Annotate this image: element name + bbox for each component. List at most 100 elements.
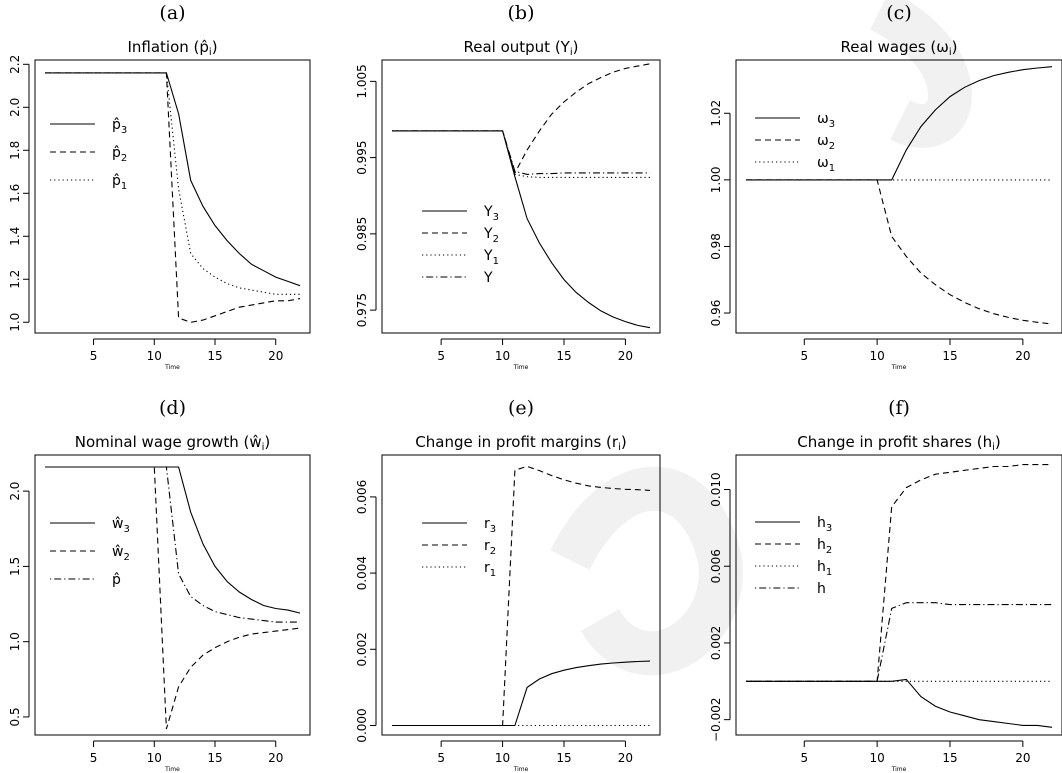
legend-entry: p̂1: [112, 173, 127, 192]
chart-panel-3: (c) Real wages (ωi) 5 10 15 20 Time 0.96 0.98 1.0…: [709, 2, 1062, 371]
panel-title: Inflation (p̂i): [127, 38, 217, 58]
legend-entry-name: h: [817, 537, 826, 553]
y-tick-label: 1.0: [8, 632, 22, 651]
legend-entry: p̂3: [112, 117, 127, 136]
series-line-1: [392, 130, 651, 329]
series-line-2: [45, 72, 301, 323]
legend-entry: ŵ3: [112, 516, 130, 535]
legend-entry-name: p̂: [112, 117, 121, 133]
panel-title: Nominal wage growth (ŵi): [75, 433, 271, 453]
y-tick-label: 1.8: [8, 141, 22, 160]
x-axis-label: Time: [513, 364, 529, 371]
x-axis-label: Time: [164, 766, 180, 773]
x-axis-label: Time: [513, 766, 529, 773]
panel-title: Change in profit shares (hi): [797, 433, 1000, 453]
y-tick-label: 0.002: [355, 632, 369, 666]
title-close-paren: ): [264, 433, 270, 451]
legend-entry: r1: [484, 560, 496, 579]
y-tick-label: 0.000: [355, 708, 369, 742]
panel-letter: (b): [508, 2, 535, 24]
x-tick-label: 20: [618, 349, 633, 363]
chart-panel-5: (e) Change in profit margins (ri) 5 10 15 20 T…: [355, 397, 661, 773]
legend-entry-name: Y: [483, 204, 493, 220]
y-tick-label: 0.98: [709, 233, 723, 260]
x-axis-label: Time: [891, 766, 907, 773]
x-tick-label: 15: [207, 349, 222, 363]
legend-entry-name: p̂: [112, 173, 121, 189]
legend-entry-subscript: 2: [490, 546, 496, 557]
y-tick-label: 0.010: [709, 472, 723, 506]
panel-letter: (c): [886, 2, 911, 24]
title-text: Nominal wage growth (ŵ: [75, 433, 262, 451]
y-tick-label: 0.96: [709, 300, 723, 327]
legend-entry: h3: [817, 515, 832, 534]
x-tick-label: 15: [942, 751, 957, 765]
legend-entry: Y3: [483, 204, 499, 223]
legend-entry: Y: [483, 270, 493, 286]
legend-entry: ω2: [817, 133, 835, 152]
x-tick-label: 5: [90, 751, 98, 765]
series-line-2: [45, 466, 301, 730]
x-tick-label: 10: [495, 751, 510, 765]
x-tick-label: 5: [437, 751, 445, 765]
plot-frame: [381, 454, 661, 736]
legend-entry-name: p̂: [112, 145, 121, 161]
panel-letter: (f): [888, 397, 910, 419]
legend: p̂3p̂2p̂1: [50, 117, 127, 192]
y-tick-label: 1.02: [709, 100, 723, 127]
series-line-2: [392, 63, 651, 175]
legend-entry-subscript: 2: [121, 153, 127, 164]
title-close-paren: ): [995, 433, 1001, 451]
x-tick-label: 5: [800, 751, 808, 765]
legend-entry-name: ω: [817, 133, 829, 149]
x-tick-label: 10: [147, 751, 162, 765]
legend-entry-name: Y: [483, 248, 493, 264]
legend-entry-name: Y: [483, 270, 493, 286]
title-text: Change in profit shares (h: [797, 433, 992, 451]
x-tick-label: 5: [800, 349, 808, 363]
legend-entry: ω1: [817, 155, 835, 174]
x-tick-label: 15: [207, 751, 222, 765]
legend-entry-subscript: 1: [490, 568, 496, 579]
series-line-1: [45, 72, 301, 287]
legend-entry-name: r: [484, 516, 490, 532]
y-tick-label: 1.005: [355, 64, 369, 98]
x-tick-label: 20: [1015, 349, 1030, 363]
legend-entry-name: h: [817, 581, 826, 597]
legend-entry-subscript: 3: [121, 125, 127, 136]
title-text: Inflation (p̂: [127, 38, 208, 56]
chart-panel-6: (f) Change in profit shares (hi) 5 10 15 20 Ti…: [709, 397, 1062, 773]
y-tick-label: 2.0: [8, 98, 22, 117]
x-tick-label: 20: [268, 349, 283, 363]
legend-entry-subscript: 3: [493, 212, 499, 223]
chart-panel-1: (a) Inflation (p̂i) 5 10 15 20 Time 1.0 1.2 1.4 1.…: [8, 2, 311, 371]
legend-entry-name: ω: [817, 155, 829, 171]
legend-entry-subscript: 1: [829, 163, 835, 174]
legend-entry-subscript: 3: [123, 524, 129, 535]
x-tick-label: 20: [268, 751, 283, 765]
title-text: Change in profit margins (r: [415, 433, 619, 451]
y-tick-label: 0.006: [709, 549, 723, 583]
title-close-paren: ): [212, 38, 218, 56]
title-subscript: i: [570, 47, 573, 58]
series-line-4: [746, 602, 1052, 682]
series-line-3: [392, 130, 650, 178]
plot-frame: [735, 454, 1062, 736]
series-line-1: [746, 678, 1053, 728]
y-tick-label: 0.975: [355, 293, 369, 327]
legend-entry-name: ŵ: [112, 544, 123, 560]
x-tick-label: 10: [495, 349, 510, 363]
x-tick-label: 5: [90, 349, 98, 363]
y-tick-label: 1.00: [709, 166, 723, 193]
legend-entry: r3: [484, 516, 496, 535]
legend-entry-name: r: [484, 560, 490, 576]
title-text: Real output (Y: [463, 38, 570, 56]
watermark-stroke: [550, 0, 972, 676]
legend-entry-name: h: [817, 559, 826, 575]
y-tick-label: 0.004: [355, 556, 369, 590]
legend-entry: h: [817, 581, 826, 597]
title-close-paren: ): [952, 38, 958, 56]
legend-entry: ŵ2: [112, 544, 130, 563]
